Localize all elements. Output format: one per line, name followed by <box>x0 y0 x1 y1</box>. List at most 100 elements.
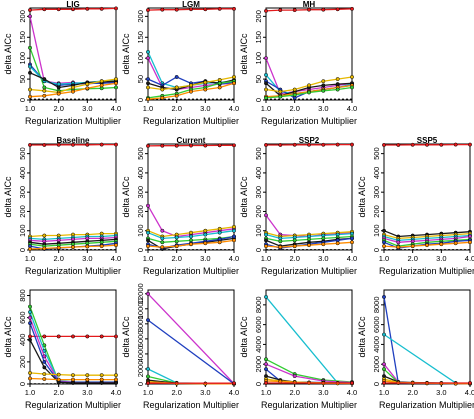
panel-7-series-8-point-3 <box>411 244 414 247</box>
panel-2-ytick-label-0: 0 <box>136 98 145 102</box>
panel-1-series-8-point-6 <box>100 84 103 87</box>
panel-2-series-8-point-5 <box>204 88 207 91</box>
panel-6-ytick-label-0: 0 <box>254 248 263 252</box>
panel-3-series-1-point-1 <box>264 9 267 12</box>
panel-2-series-1-point-1 <box>146 8 149 11</box>
panel-10-series-8-point-2 <box>350 381 353 384</box>
panel-7-series-5-point-2 <box>397 241 400 244</box>
panel-7-xtick-label-2: 3.0 <box>436 254 446 263</box>
panel-10-series-3-point-1 <box>264 363 267 366</box>
panel-5-series-3-point-6 <box>218 227 221 230</box>
panel-6-ytick-label-1: 100 <box>254 224 263 237</box>
panel-8-series-3-point-1 <box>28 310 31 313</box>
panel-2-series-8-point-2 <box>161 96 164 99</box>
panel-8-ytick-label-1: 200 <box>18 356 27 369</box>
panel-4-xtick-label-2: 3.0 <box>82 254 92 263</box>
panel-3-series-2-point-1 <box>264 56 267 59</box>
panel-1-series-1-point-1 <box>28 8 31 11</box>
panel-4-xlabel: Regularization Multiplier <box>25 266 121 276</box>
panel-5-ytick-label-0: 0 <box>136 248 145 252</box>
panel-7-ytick-label-1: 100 <box>372 224 381 237</box>
panel-11-xlabel: Regularization Multiplier <box>379 400 474 410</box>
panel-5-ytick-label-2: 200 <box>136 205 145 218</box>
panel-4-ylabel: delta AICc <box>3 176 13 218</box>
panel-5-series-8-point-1 <box>146 244 149 247</box>
panel-1-series-3-point-1 <box>28 46 31 49</box>
panel-3-series-1-point-5 <box>322 8 325 11</box>
panel-8-series-1-point-7 <box>114 335 117 338</box>
panel-4-series-1-point-7 <box>114 143 117 146</box>
panel-8-ytick-label-4: 800 <box>18 289 27 302</box>
panel-5-xtick-label-0: 1.0 <box>143 254 153 263</box>
panel-5-series-1-point-5 <box>204 144 207 147</box>
panel-2-ytick-label-3: 150 <box>136 31 145 44</box>
panel-3-series-8-point-7 <box>350 86 353 89</box>
panel-8-series-1-point-5 <box>86 335 89 338</box>
panel-1-xtick-label-0: 1.0 <box>25 104 35 113</box>
panel-2-ytick-label-4: 200 <box>136 10 145 23</box>
panel-2-series-1-point-7 <box>232 7 235 10</box>
panel-6-series-8-point-6 <box>336 242 339 245</box>
panel-7-series-1-point-5 <box>440 143 443 146</box>
panel-11-frame <box>384 290 470 384</box>
panel-3-series-8-point-2 <box>279 95 282 98</box>
panel-7-xtick-label-1: 2.0 <box>407 254 417 263</box>
panel-6-series-1-point-3 <box>293 143 296 146</box>
panel-8-xtick-label-2: 3.0 <box>82 388 92 397</box>
panel-11-series-1-point-1 <box>382 295 385 298</box>
panel-2-series-4-point-3 <box>175 75 178 78</box>
panel-1-ytick-label-1: 50 <box>18 75 27 83</box>
panel-9-series-1-line <box>148 294 234 384</box>
panel-8-series-7-point-5 <box>86 373 89 376</box>
panel-4-ytick-label-5: 500 <box>18 147 27 160</box>
panel-3-series-1-point-7 <box>350 7 353 10</box>
panel-6-series-1-point-2 <box>279 143 282 146</box>
panel-3-ylabel: delta AICc <box>239 33 249 75</box>
panel-7-series-1-point-3 <box>411 143 414 146</box>
panel-11-series-3-point-1 <box>382 363 385 366</box>
panel-8-series-6-point-1 <box>28 338 31 341</box>
panel-7-ytick-label-4: 400 <box>372 167 381 180</box>
panel-6-ytick-label-5: 500 <box>254 147 263 160</box>
panel-2-ylabel: delta AICc <box>121 33 131 75</box>
panel-6-ytick-label-4: 400 <box>254 167 263 180</box>
panel-5-series-1-point-4 <box>189 144 192 147</box>
panel-7-series-1-point-1 <box>382 143 385 146</box>
panel-1-xtick-label-1: 2.0 <box>53 104 63 113</box>
panel-11-series-1-line <box>384 297 470 384</box>
panel-1-series-8-point-1 <box>28 95 31 98</box>
panel-8-series-5-point-2 <box>43 360 46 363</box>
panel-5-series-2-point-2 <box>161 229 164 232</box>
panel-6-series-1-point-6 <box>336 143 339 146</box>
panel-10-xtick-label-3: 4.0 <box>347 388 357 397</box>
panel-7-ylabel: delta AICc <box>357 176 367 218</box>
panel-2-series-8-point-4 <box>189 90 192 93</box>
panel-8-series-1-point-6 <box>100 335 103 338</box>
panel-7-series-8-point-1 <box>382 244 385 247</box>
panel-4-ytick-label-4: 400 <box>18 167 27 180</box>
panel-3-series-8-point-3 <box>293 93 296 96</box>
panel-4-ytick-label-3: 300 <box>18 186 27 199</box>
panel-5-series-3-point-5 <box>204 229 207 232</box>
panel-4-series-8-point-5 <box>86 245 89 248</box>
panel-10-xtick-label-0: 1.0 <box>261 388 271 397</box>
panel-3-ytick-label-3: 150 <box>254 31 263 44</box>
panel-7-series-8-point-4 <box>425 243 428 246</box>
panel-3-series-8-point-1 <box>264 96 267 99</box>
panel-8-series-8-point-7 <box>114 378 117 381</box>
panel-5-series-1-point-3 <box>175 144 178 147</box>
panel-9-xlabel: Regularization Multiplier <box>143 400 239 410</box>
panel-6-ylabel: delta AICc <box>239 176 249 218</box>
panel-1-ytick-label-4: 200 <box>18 10 27 23</box>
panel-5-xtick-label-2: 3.0 <box>200 254 210 263</box>
panel-8-series-3-line <box>30 312 116 382</box>
panel-3-ytick-label-4: 200 <box>254 10 263 23</box>
panel-2-series-5-point-1 <box>146 82 149 85</box>
panel-6-ytick-label-3: 300 <box>254 186 263 199</box>
panel-3-xlabel: Regularization Multiplier <box>261 116 357 126</box>
panel-3-series-1-point-4 <box>307 8 310 11</box>
